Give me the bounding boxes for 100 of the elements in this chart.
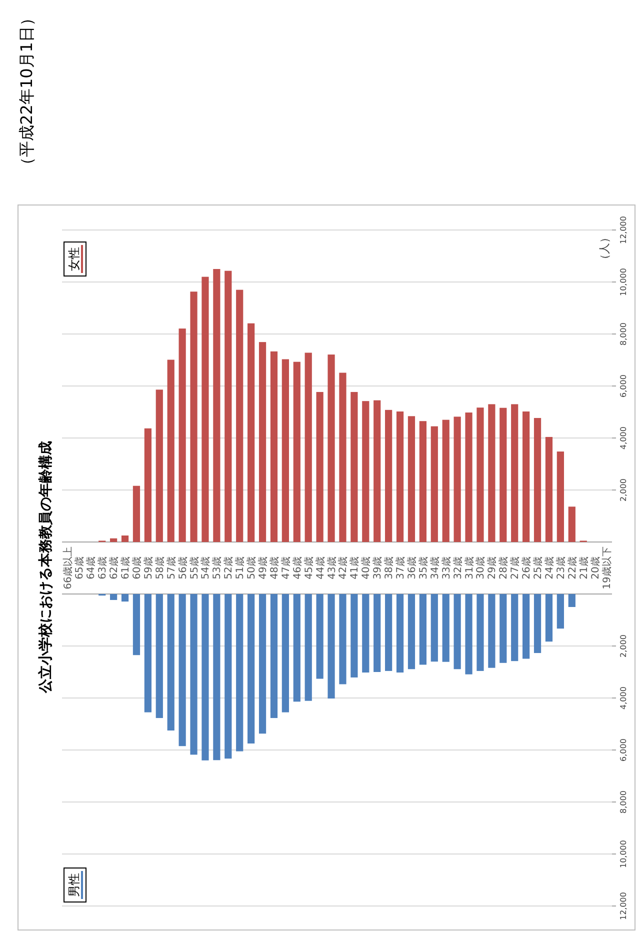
- bar: [545, 594, 553, 642]
- x-tick-label: 55歳: [188, 556, 200, 580]
- bar: [374, 594, 381, 672]
- bar: [224, 594, 232, 759]
- bar: [430, 426, 438, 542]
- y-tick-label: 4,000: [619, 426, 628, 450]
- text: 公立小学校における本務教員の年齢構成: [37, 441, 54, 694]
- bar: [396, 411, 404, 542]
- bar: [408, 594, 416, 670]
- bar: [190, 292, 198, 542]
- bar: [178, 594, 186, 746]
- x-tick-label: 66歳以上: [62, 546, 74, 590]
- bar: [396, 594, 404, 673]
- bar: [454, 416, 461, 542]
- x-tick-label: 35歳: [417, 556, 430, 580]
- legend-label: 女性: [67, 247, 81, 271]
- bar: [511, 594, 518, 662]
- bar: [350, 594, 358, 678]
- bar: [556, 452, 564, 542]
- y-tick-label: 12,000: [619, 892, 628, 920]
- x-tick-label: 50歳: [246, 556, 258, 580]
- bar: [488, 594, 496, 668]
- bar: [362, 594, 370, 673]
- x-tick-label: 27歳: [509, 556, 522, 580]
- bar: [419, 594, 426, 665]
- bar: [202, 276, 209, 542]
- bar: [534, 594, 542, 654]
- x-tick-label: 21歳: [578, 556, 590, 580]
- bar: [121, 536, 129, 542]
- bar: [430, 594, 438, 662]
- bar: [511, 404, 518, 542]
- bar: [362, 401, 370, 542]
- x-tick-label: 32歳: [452, 556, 464, 580]
- y-tick-label: 10,000: [619, 268, 628, 296]
- bar: [328, 594, 335, 699]
- bar: [156, 390, 163, 542]
- x-tick-label: 47歳: [280, 556, 292, 580]
- bar: [190, 594, 198, 755]
- y-tick-label: 8,000: [619, 322, 628, 346]
- bar: [224, 270, 232, 542]
- x-tick-label: 23歳: [554, 556, 567, 580]
- bar: [167, 594, 174, 730]
- bar: [522, 594, 530, 659]
- bar: [339, 372, 346, 542]
- bar: [500, 408, 507, 542]
- x-tick-label: 34歳: [428, 556, 441, 580]
- bar: [293, 362, 300, 542]
- x-tick-label: 59歳: [142, 556, 154, 580]
- text: （平成22年10月1日）: [17, 10, 36, 173]
- x-tick-label: 24歳: [543, 556, 556, 580]
- bar: [419, 421, 426, 542]
- bar: [339, 594, 346, 684]
- bar: [500, 594, 507, 663]
- bar: [258, 594, 266, 734]
- y-tick-label: 10,000: [619, 840, 628, 868]
- x-tick-label: 64歳: [85, 556, 98, 580]
- bar: [454, 594, 461, 670]
- bar: [556, 594, 564, 629]
- bar: [156, 594, 163, 718]
- y-tick-label: 6,000: [619, 374, 628, 398]
- x-tick-label: 40歳: [360, 556, 372, 580]
- x-tick-label: 37歳: [394, 556, 407, 580]
- x-tick-label: 22歳: [566, 556, 578, 580]
- x-tick-label: 41歳: [348, 556, 361, 580]
- bar: [248, 594, 255, 744]
- bar: [132, 486, 140, 542]
- bar: [144, 594, 152, 712]
- x-tick-label: 38歳: [383, 556, 396, 580]
- bar: [304, 352, 312, 542]
- bar: [132, 594, 140, 656]
- bar: [350, 392, 358, 542]
- bar: [568, 506, 576, 542]
- bar: [568, 594, 576, 607]
- x-tick-label: 48歳: [268, 556, 280, 580]
- bar: [316, 594, 324, 679]
- bar: [270, 594, 278, 718]
- bar: [385, 410, 392, 542]
- bar: [465, 594, 472, 674]
- x-tick-label: 53歳: [211, 556, 224, 580]
- x-tick-label: 62歳: [108, 556, 120, 580]
- bar: [258, 342, 266, 542]
- x-tick-label: 60歳: [130, 556, 143, 580]
- bar: [202, 594, 209, 760]
- bar: [110, 594, 118, 600]
- x-tick-label: 20歳: [589, 556, 602, 580]
- bar: [476, 408, 484, 542]
- x-tick-label: 19歳以下: [600, 546, 613, 590]
- x-tick-label: 61歳: [120, 556, 132, 580]
- bar: [304, 594, 312, 701]
- bar: [282, 594, 289, 712]
- bar: [316, 392, 324, 542]
- bar: [374, 400, 381, 542]
- x-tick-label: 28歳: [498, 556, 510, 580]
- bar: [178, 328, 186, 542]
- x-tick-label: 58歳: [154, 556, 166, 580]
- x-tick-label: 36歳: [406, 556, 418, 580]
- x-tick-label: 33歳: [440, 556, 452, 580]
- x-tick-label: 45歳: [302, 556, 315, 580]
- bar: [282, 359, 289, 542]
- bar: [293, 594, 300, 702]
